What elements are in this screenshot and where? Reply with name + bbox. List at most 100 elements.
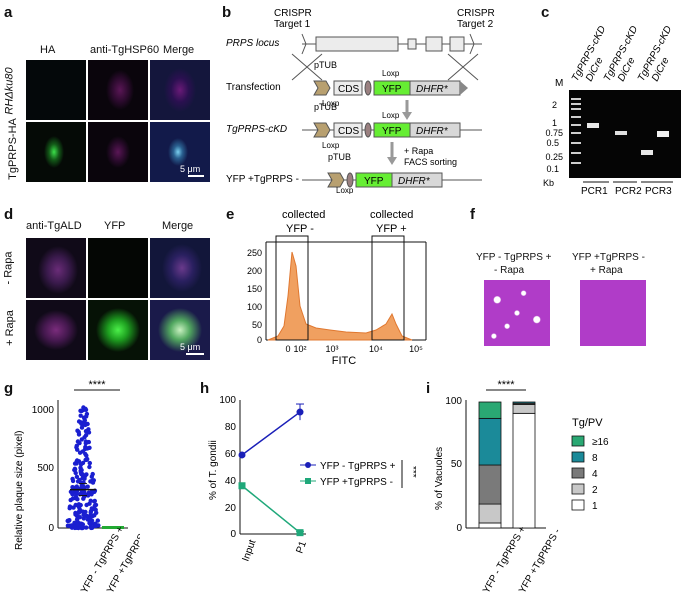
- plaque-dot: [73, 512, 78, 517]
- stacked-bar-segment: [478, 417, 502, 466]
- plaque-dot: [82, 491, 87, 496]
- legend-swatch: [571, 451, 585, 463]
- svg-text:PCR1: PCR1: [581, 186, 608, 194]
- legend-swatch: [571, 499, 585, 511]
- stacked-bar-segment: [512, 401, 536, 404]
- construct-diagram: CRISPR Target 1 CRISPR Target 2 PRPS loc…: [226, 8, 495, 194]
- plaque-dot: [81, 516, 87, 521]
- scale-bar: [186, 353, 204, 355]
- plaque-dot: [89, 518, 95, 523]
- micrograph-d-yfp-minus: [88, 238, 148, 298]
- svg-text:collected: collected: [370, 209, 413, 221]
- svg-text:Kb: Kb: [543, 178, 554, 188]
- plaque-dot: [93, 502, 99, 508]
- panel-a-col-ha: HA: [40, 44, 56, 56]
- crispr-label-2: CRISPR: [457, 8, 495, 19]
- panel-letter-b: b: [222, 4, 232, 21]
- panel-f-right-title: YFP +TgPRPS -: [572, 252, 645, 263]
- micrograph-d-ald-plus: [26, 300, 86, 360]
- plaque-dot: [81, 480, 86, 485]
- cds-box-1: [333, 80, 363, 96]
- plaque-dot: [74, 443, 80, 448]
- svg-text:0: 0: [285, 344, 290, 354]
- svg-text:P1: P1: [294, 539, 309, 555]
- legend-label: 1: [592, 501, 598, 512]
- significance-h: ***: [407, 466, 416, 478]
- panel-d-col-ald: anti-TgALD: [26, 220, 82, 232]
- plaque-dot: [76, 432, 82, 437]
- scale-bar-label: 5 μm: [180, 164, 201, 174]
- stacked-bar-segment: [478, 401, 502, 419]
- plaque-dot: [85, 493, 91, 498]
- plaque-dot: [67, 504, 73, 509]
- gel-figure: TgPRPS-cKD DiCre TgPRPS-cKD DiCre TgPRPS…: [543, 24, 681, 194]
- svg-text:CDS: CDS: [338, 84, 359, 95]
- svg-text:60: 60: [225, 449, 237, 460]
- svg-text:40: 40: [225, 476, 237, 487]
- svg-text:10²: 10²: [293, 344, 306, 354]
- y-axis-label: Relative plaque size (pixel): [14, 430, 25, 550]
- svg-text:100: 100: [247, 302, 262, 312]
- plaque-dot: [68, 489, 74, 494]
- svg-text:250: 250: [247, 248, 262, 258]
- plaque-dot: [77, 450, 83, 455]
- panel-letter-h: h: [200, 380, 210, 397]
- micrograph-a-hsp60-tagged: [88, 122, 148, 182]
- plaque-dot: [79, 421, 84, 426]
- crispr-label-1: CRISPR: [274, 8, 312, 19]
- rapa-note: + Rapa: [404, 146, 433, 156]
- plaque-dot: [77, 507, 83, 512]
- plaque-dot: [75, 428, 80, 433]
- svg-text:CDS: CDS: [338, 126, 359, 137]
- row-label-transfection: Transfection: [226, 82, 281, 93]
- svg-text:YFP +: YFP +: [376, 223, 407, 235]
- plaque-dot: [89, 525, 95, 530]
- histogram-area: [267, 251, 413, 341]
- svg-text:2: 2: [552, 100, 557, 110]
- svg-text:0.75: 0.75: [545, 128, 563, 138]
- facs-note: FACS sorting: [404, 157, 457, 167]
- plaque-dot: [83, 441, 89, 446]
- plaque-dot: [87, 445, 92, 450]
- significance-g: ****: [88, 380, 106, 391]
- svg-text:1: 1: [552, 118, 557, 128]
- gate-yfp-neg: [275, 235, 309, 341]
- svg-text:PCR3: PCR3: [645, 186, 672, 194]
- panel-letter-c: c: [541, 4, 550, 21]
- marker-label: M: [555, 78, 563, 89]
- svg-text:collected: collected: [282, 209, 325, 221]
- plaque-dot: [85, 484, 90, 489]
- micrograph-d-merge-minus: [150, 238, 210, 298]
- stacked-bar-segment: [478, 464, 502, 505]
- svg-text:Loxp: Loxp: [322, 141, 340, 150]
- plaque-dot: [89, 474, 95, 479]
- scale-bar: [188, 175, 204, 177]
- svg-text:Loxp: Loxp: [336, 186, 354, 194]
- stacked-bar-segment: [478, 522, 502, 529]
- stacked-bar-segment: [512, 412, 536, 529]
- svg-text:Input: Input: [240, 538, 258, 563]
- band-pcr3b: [657, 131, 669, 137]
- svg-text:100: 100: [445, 396, 462, 407]
- panel-f-left-sub: - Rapa: [494, 265, 525, 276]
- plaque-dot: [77, 440, 82, 446]
- micrograph-a-hsp60-ctrl: [88, 60, 148, 120]
- svg-text:200: 200: [247, 266, 262, 276]
- band-pcr3a: [641, 150, 653, 155]
- legend-series-1: YFP - TgPRPS +: [320, 461, 396, 472]
- micrograph-a-ha-ctrl: [26, 60, 86, 120]
- svg-text:0.1: 0.1: [546, 164, 559, 174]
- svg-text:0: 0: [230, 529, 236, 540]
- row-label-ckd: TgPRPS-cKD: [226, 124, 287, 135]
- svg-text:YFP -: YFP -: [286, 223, 314, 235]
- svg-text:0: 0: [257, 335, 262, 345]
- plaque-dot: [75, 497, 80, 502]
- svg-text:DHFR*: DHFR*: [398, 176, 431, 187]
- legend-series-2: YFP +TgPRPS -: [320, 477, 393, 488]
- plaque-dot: [87, 460, 93, 466]
- svg-text:pTUB: pTUB: [314, 102, 337, 112]
- panel-letter-a: a: [4, 4, 13, 21]
- panel-letter-d: d: [4, 206, 14, 223]
- plaque-dot: [74, 474, 80, 479]
- group2-bar: [102, 526, 124, 529]
